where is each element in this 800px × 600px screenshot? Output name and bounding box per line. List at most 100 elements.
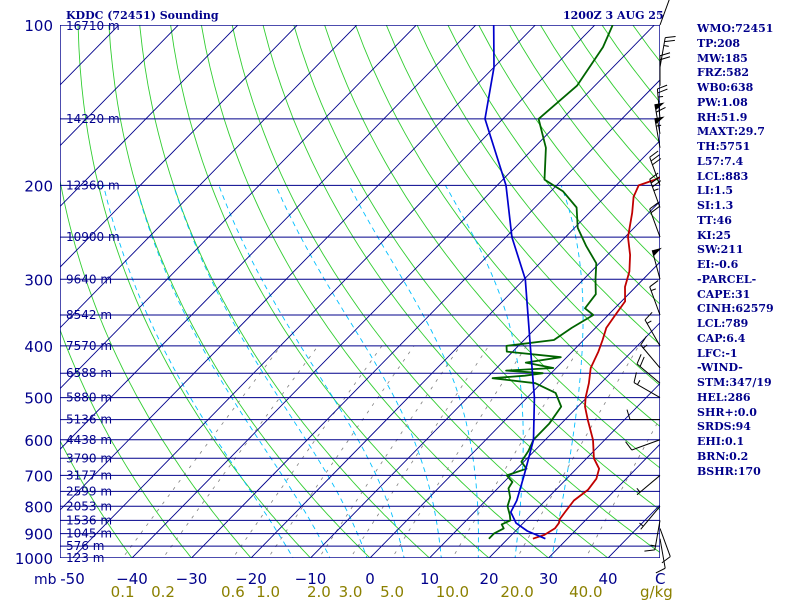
wind-barb xyxy=(644,311,661,347)
index-line: HEL:286 xyxy=(697,390,751,404)
mixing-ratio-tick-label: 5.0 xyxy=(380,583,404,600)
mixing-ratio-tick-label: 0.1 xyxy=(111,583,135,600)
temperature-tick-label: −10 xyxy=(295,570,327,588)
wind-barb xyxy=(636,354,661,384)
mixing-ratio-line xyxy=(516,345,640,558)
temperature-tick-label: 10 xyxy=(420,570,439,588)
height-label: 5136 m xyxy=(66,413,112,427)
mixing-ratio-tick-label: 3.0 xyxy=(339,583,363,600)
mixing-ratio-tick-label: 20.0 xyxy=(500,583,533,600)
temperature-tick-label: -50 xyxy=(60,570,85,588)
index-line: SI:1.3 xyxy=(697,199,734,212)
dry-adiabat xyxy=(60,328,193,558)
height-label: 5880 m xyxy=(66,391,112,405)
height-label: 14220 m xyxy=(66,112,120,126)
wind-barb xyxy=(639,506,661,530)
dry-adiabat xyxy=(293,25,660,511)
moist-adiabat xyxy=(551,185,584,558)
mixing-ratio-tick-label: 0.6 xyxy=(221,583,245,600)
height-label: 2053 m xyxy=(66,499,112,513)
temperature-line xyxy=(532,176,660,540)
height-label: 12360 m xyxy=(66,178,120,192)
index-line: TT:46 xyxy=(697,213,732,227)
index-line: CAP:6.4 xyxy=(697,331,746,345)
index-line: EHI:0.1 xyxy=(697,435,745,448)
pressure-tick-label: 800 xyxy=(24,498,53,516)
mixing-ratio-line xyxy=(122,345,282,558)
dry-adiabat xyxy=(170,25,490,558)
mixing-ratio-tick-label: 2.0 xyxy=(307,583,331,600)
isotherms xyxy=(0,13,660,569)
mixing-ratio-tick-label: 0.2 xyxy=(151,583,175,600)
height-label: 7570 m xyxy=(66,339,112,353)
celsius-unit-label: C xyxy=(655,570,665,588)
mixing-ratio-line xyxy=(318,345,461,558)
index-line: -PARCEL- xyxy=(697,272,757,286)
pressure-tick-label: 200 xyxy=(24,177,53,195)
height-label: 8542 m xyxy=(66,308,112,322)
isotherm xyxy=(0,13,12,569)
index-line: -WIND- xyxy=(697,361,743,375)
height-labels: 16710 m 14220 m 12360 m 10900 m 9640 m 8542 m… xyxy=(66,19,120,565)
index-line: WMO:72451 xyxy=(697,22,774,35)
pressure-tick-label: 500 xyxy=(24,390,53,408)
pressure-tick-label: 400 xyxy=(24,338,53,356)
wind-barb xyxy=(644,520,661,552)
index-line: PW:1.08 xyxy=(697,95,748,109)
moist-adiabat xyxy=(275,185,442,558)
height-label: 4438 m xyxy=(66,433,112,447)
mixing-ratio-lines xyxy=(122,345,660,558)
height-label: 1536 m xyxy=(66,513,112,527)
temperature-labels: -50 −40 −30 −20 −10 0 10 20 30 40 xyxy=(60,570,617,588)
moist-adiabat xyxy=(135,185,331,558)
pressure-tick-label: 1000 xyxy=(15,550,53,568)
dry-adiabat xyxy=(60,439,133,558)
station-title: KDDC (72451) Sounding xyxy=(66,9,219,22)
isotherm xyxy=(547,443,660,558)
pressure-labels: 100 200 300 400 500 600 700 800 900 1000 xyxy=(15,17,53,568)
height-label: 3790 m xyxy=(66,451,112,465)
wind-barbs xyxy=(625,0,676,574)
wind-barb xyxy=(649,280,661,316)
height-label: 1045 m xyxy=(66,527,112,541)
temperature-tick-label: 0 xyxy=(365,570,375,588)
index-line: BRN:0.2 xyxy=(697,449,749,463)
wind-barb xyxy=(655,538,666,574)
index-line: STM:347/19 xyxy=(697,376,772,389)
isotherm xyxy=(60,25,417,390)
sounding-series xyxy=(484,25,660,540)
isotherm xyxy=(369,261,660,558)
wind-barb xyxy=(659,35,676,68)
isotherm xyxy=(60,25,298,268)
dry-adiabat xyxy=(200,25,550,558)
temperature-tick-label: −20 xyxy=(235,570,267,588)
wind-barb xyxy=(633,372,661,398)
wind-barb xyxy=(626,409,661,421)
isotherm xyxy=(60,25,477,450)
temperature-tick-label: −30 xyxy=(176,570,208,588)
mixing-ratio-line xyxy=(391,345,527,558)
dry-adiabat xyxy=(416,25,660,346)
mixing-ratio-line xyxy=(350,345,490,558)
plot-frame xyxy=(60,25,660,558)
temperature-tick-label: 40 xyxy=(598,570,617,588)
index-line: FRZ:582 xyxy=(697,66,750,80)
wind-barb xyxy=(640,335,661,369)
mixing-ratio-tick-label: 1.0 xyxy=(256,583,280,600)
index-line: LCL:883 xyxy=(697,169,749,183)
pressure-tick-label: 600 xyxy=(24,432,53,450)
dry-adiabat xyxy=(478,25,660,265)
dry-adiabat xyxy=(262,25,660,554)
moist-adiabat xyxy=(173,185,368,558)
index-line: L57:7.4 xyxy=(697,154,744,168)
isotherm xyxy=(190,79,660,558)
wind-barb xyxy=(656,84,668,119)
index-line: TP:208 xyxy=(697,36,741,50)
index-line: EI:-0.6 xyxy=(697,258,739,271)
mixing-ratio-line xyxy=(232,345,383,558)
mb-unit-label: mb xyxy=(34,572,57,588)
height-label: 3177 m xyxy=(66,468,112,482)
mixing-ratio-line xyxy=(267,345,415,558)
height-label: 123 m xyxy=(66,551,104,565)
